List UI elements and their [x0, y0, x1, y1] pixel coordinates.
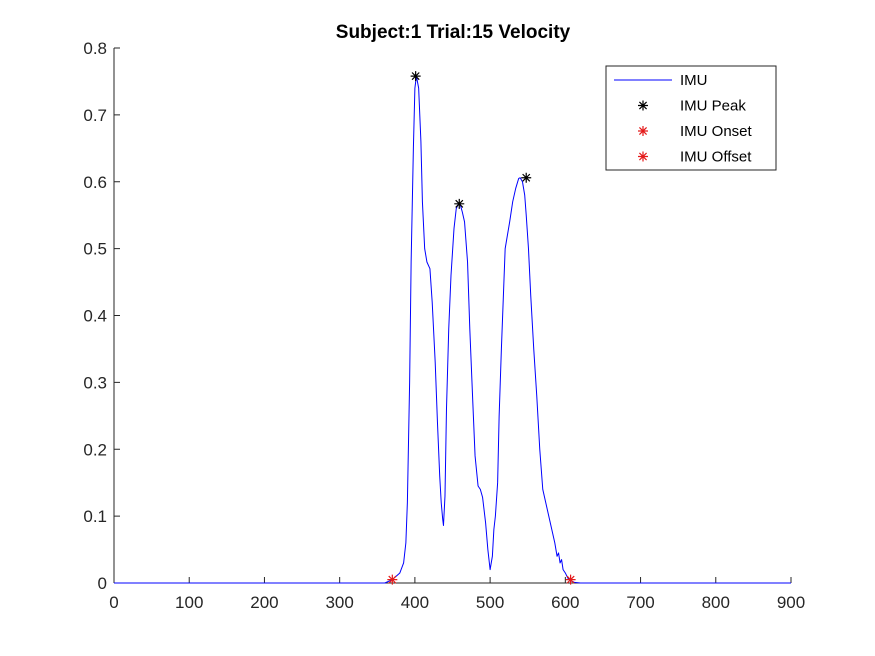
- imu-peak-point-glyph: [454, 198, 465, 209]
- y-tick-label: 0.5: [83, 240, 107, 259]
- y-tick-label: 0: [98, 574, 107, 593]
- legend-entry-imu: IMU: [614, 72, 708, 89]
- legend-star-swatch-glyph: [638, 100, 648, 111]
- legend-entry-imu-onset: IMU Onset: [638, 123, 753, 140]
- axes: 0 100 200 300 400 500 600 700 800 900 0 0.1 0.2 0.3 0.…: [83, 39, 805, 612]
- x-tick-label: 400: [401, 593, 429, 612]
- x-tick-label: 500: [476, 593, 504, 612]
- x-tick-label: 900: [777, 593, 805, 612]
- legend-star-swatch-glyph: [638, 126, 648, 136]
- imu-peak-point: [521, 172, 532, 183]
- y-tick-label: 0.7: [83, 106, 107, 125]
- legend-star-swatch-glyph: [638, 151, 648, 162]
- imu-onset-point: [387, 574, 398, 585]
- y-tick-label: 0.3: [83, 373, 107, 392]
- imu-peak-point-glyph: [410, 71, 421, 82]
- chart-title: Subject:1 Trial:15 Velocity: [336, 22, 571, 43]
- legend-star-swatch: [638, 126, 648, 136]
- imu-peak-point: [410, 71, 421, 82]
- y-tick-label: 0.8: [83, 39, 107, 58]
- imu-onset-point-glyph: [387, 574, 398, 585]
- imu-peak-point: [454, 198, 465, 209]
- legend-label: IMU Peak: [680, 98, 746, 115]
- x-tick-label: 0: [109, 593, 118, 612]
- imu-peak-point-glyph: [521, 172, 532, 183]
- legend-entry-imu-peak: IMU Peak: [638, 98, 746, 115]
- series-imu-line: [114, 75, 791, 584]
- legend-label: IMU Offset: [680, 149, 752, 166]
- legend-label: IMU: [680, 72, 708, 89]
- plot-area: [114, 71, 791, 585]
- x-tick-label: 100: [175, 593, 203, 612]
- y-tick-label: 0.4: [83, 307, 107, 326]
- legend: IMU IMU Peak IMU Onset IMU Offset: [605, 65, 777, 171]
- legend-label: IMU Onset: [680, 123, 753, 140]
- x-tick-label: 600: [551, 593, 579, 612]
- x-tick-label: 300: [325, 593, 353, 612]
- y-tick-label: 0.1: [83, 507, 107, 526]
- x-tick-label: 800: [702, 593, 730, 612]
- y-tick-label: 0.6: [83, 173, 107, 192]
- x-tick-label: 200: [250, 593, 278, 612]
- y-tick-label: 0.2: [83, 440, 107, 459]
- legend-star-swatch: [638, 151, 648, 162]
- x-tick-label: 700: [626, 593, 654, 612]
- imu-offset-point: [565, 574, 576, 585]
- imu-offset-point-glyph: [565, 574, 576, 585]
- legend-entry-imu-offset: IMU Offset: [638, 149, 752, 166]
- legend-star-swatch: [638, 100, 648, 111]
